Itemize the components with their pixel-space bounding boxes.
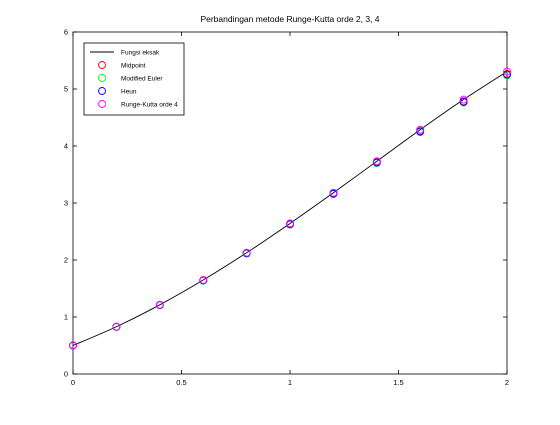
legend-label-fungsi-eksak: Fungsi eksak [121,50,160,57]
marker-runge-kutta-orde-4 [416,125,425,134]
marker-runge-kutta-orde-4 [112,322,121,331]
marker-heun [503,70,511,79]
x-tick-label: 1.5 [393,378,403,387]
legend-swatch-heun [98,87,106,95]
marker-runge-kutta-orde-4 [155,300,164,309]
marker-runge-kutta-orde-4 [503,67,511,76]
y-tick-label: 2 [64,256,68,265]
x-tick-label: 0.5 [176,378,186,387]
legend-swatch-runge-kutta-orde-4 [98,100,106,108]
marker-runge-kutta-orde-4 [242,248,251,257]
legend-label-modified-euler: Modified Euler [121,76,163,83]
exact-series-layer [72,71,508,346]
y-tick-label: 6 [64,28,68,37]
marker-runge-kutta-orde-4 [286,219,294,228]
exact-function-line [72,71,508,346]
legend-label-runge-kutta-orde-4: Runge-Kutta orde 4 [121,102,178,109]
chart-title: Perbandingan metode Runge-Kutta orde 2, … [200,14,379,24]
legend: Fungsi eksak Midpoint Modified Euler Heun Ru… [83,42,185,116]
legend-label-heun: Heun [121,89,137,96]
legend-label-midpoint: Midpoint [121,63,146,70]
y-tick-label: 1 [64,313,68,322]
legend-box [83,42,185,116]
marker-runge-kutta-orde-4 [329,188,338,197]
legend-swatch-modified-euler [98,74,106,82]
marker-heun [459,97,468,106]
y-tick-label: 5 [64,85,68,94]
marker-runge-kutta-orde-4 [69,341,77,350]
marker-runge-kutta-orde-4 [199,276,208,284]
x-tick-label: 2 [505,378,509,387]
legend-swatch-midpoint [98,61,106,69]
x-tick-label: 0 [71,378,75,387]
y-tick-label: 3 [64,199,68,208]
axes: 0 0.5 1 1.5 2 0 1 2 3 4 5 6 [64,28,509,388]
marker-runge-kutta-orde-4 [372,157,381,166]
markers-layer [69,67,511,350]
marker-runge-kutta-orde-4 [459,95,468,104]
y-tick-label: 0 [64,370,68,379]
x-tick-label: 1 [288,378,292,387]
y-tick-label: 4 [64,142,68,151]
